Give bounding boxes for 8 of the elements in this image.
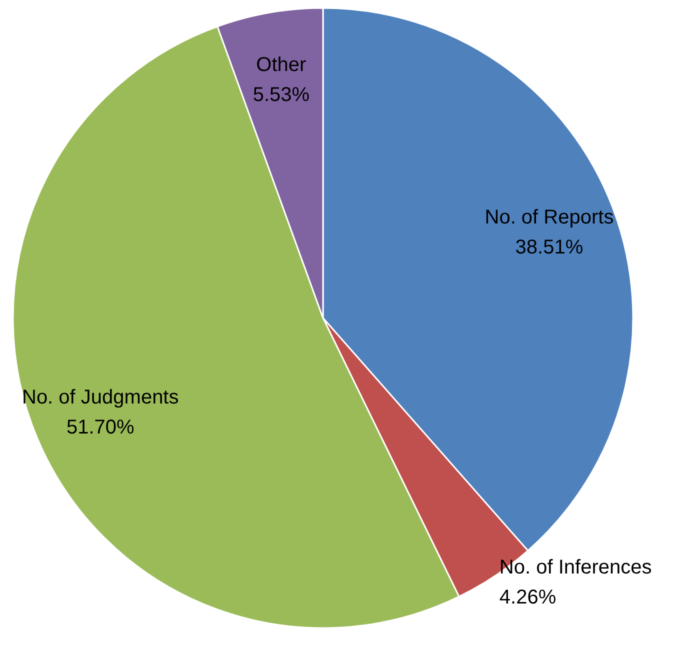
slice-label: No. of Inferences — [499, 556, 652, 579]
data-label: 5.53% — [252, 84, 310, 106]
slice-label: No. of Judgments — [22, 386, 179, 408]
data-label: 51.70% — [66, 416, 134, 438]
slice-label: Other — [256, 54, 307, 76]
data-label: 4.26% — [499, 586, 556, 609]
slice-label: No. of Reports — [484, 206, 614, 229]
data-label: 38.51% — [515, 236, 584, 259]
